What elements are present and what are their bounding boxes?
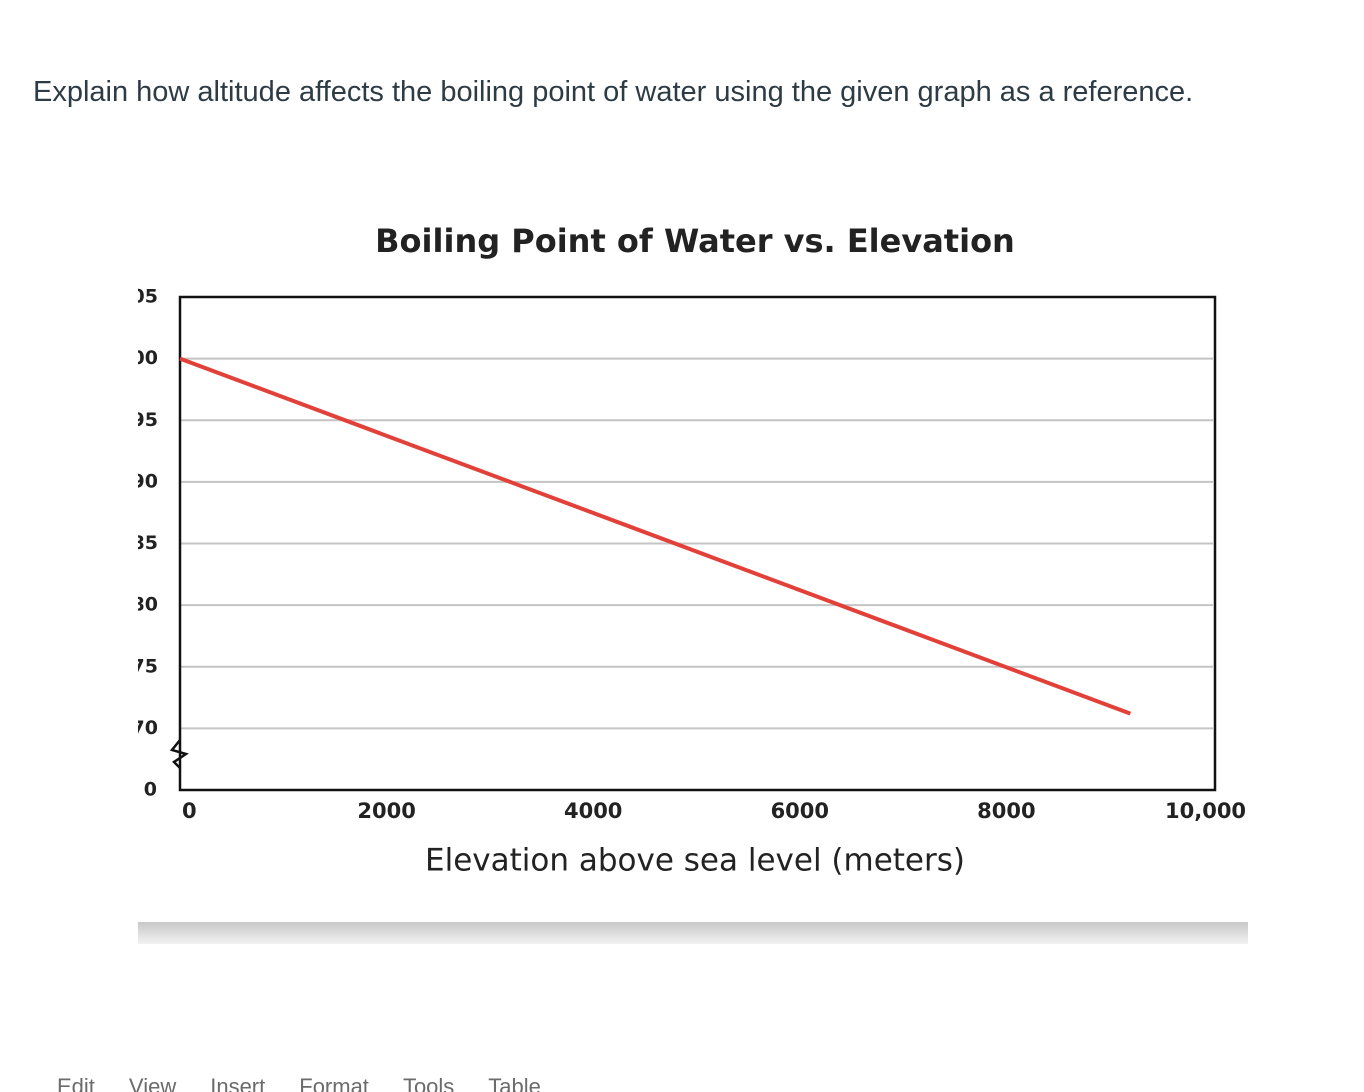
x-tick-label: 4000 <box>564 799 622 823</box>
menu-item[interactable]: View <box>128 1074 177 1092</box>
x-tick-label: 2000 <box>357 799 415 823</box>
x-tick-label: 10,000 <box>1165 799 1246 823</box>
menu-item[interactable]: Insert <box>210 1074 266 1092</box>
y-tick-label: 100 <box>118 347 158 369</box>
x-tick-label: 8000 <box>977 799 1035 823</box>
y-break-label: 0 <box>144 779 157 801</box>
x-axis-label: Elevation above sea level (meters) <box>425 843 965 879</box>
menu-item[interactable]: Tools <box>402 1074 455 1092</box>
y-tick-label: 80 <box>132 594 158 616</box>
chart-image: Boiling Point of Water vs. Elevation Ele… <box>118 222 1246 879</box>
x-tick-label: 6000 <box>771 799 829 823</box>
axis-break <box>169 739 189 769</box>
chart-title: Boiling Point of Water vs. Elevation <box>375 222 1015 260</box>
toolbar: Edit View Insert Format Tools Table <box>57 1074 575 1092</box>
y-tick-label: 90 <box>132 470 158 492</box>
plot-frame <box>178 295 1217 792</box>
y-tick-label: 95 <box>132 409 158 431</box>
y-tick-label: 85 <box>132 532 158 554</box>
divider <box>138 922 1248 944</box>
menu-item[interactable]: Format <box>299 1074 369 1092</box>
menu-item[interactable]: Table <box>488 1074 541 1092</box>
data-line <box>179 356 1132 716</box>
menu-item[interactable]: Edit <box>57 1074 95 1092</box>
y-tick-label: 70 <box>132 717 158 739</box>
x-tick-label: 0 <box>182 799 197 823</box>
y-tick-label: 75 <box>132 655 158 677</box>
y-tick-label: 105 <box>118 286 158 308</box>
question: Explain how altitude affects the boiling… <box>33 76 1194 108</box>
